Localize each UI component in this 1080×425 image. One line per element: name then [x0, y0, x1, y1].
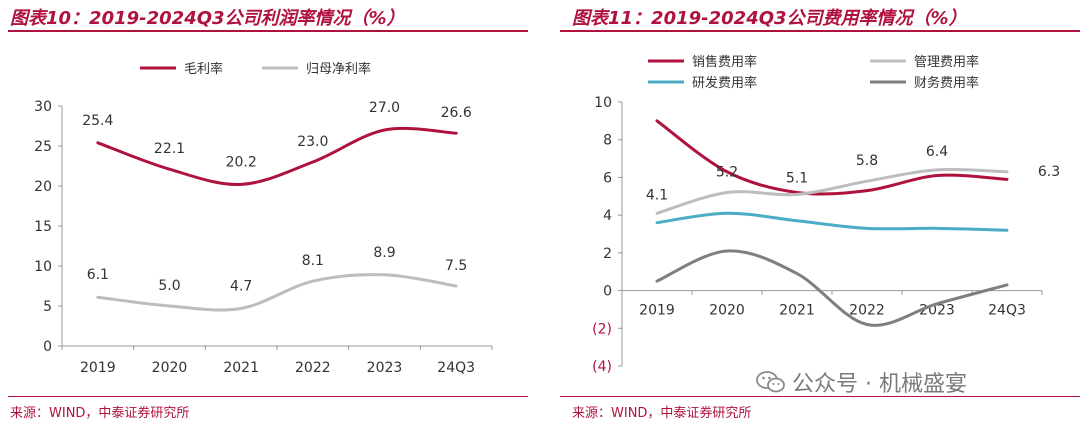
- data-label: 25.4: [82, 113, 113, 129]
- chart-panel-profit-margin: 图表10：2019-2024Q3公司利润率情况（%） 0 5 10 15 20 25 30 2…: [0, 0, 528, 425]
- y-tick-label: 2: [603, 246, 612, 262]
- data-label: 22.1: [154, 141, 185, 157]
- data-label: 6.1: [87, 267, 109, 283]
- series-line: [655, 211, 1009, 232]
- title-rule: [560, 30, 1080, 32]
- series-line: [655, 119, 1009, 196]
- y-tick-label: 8: [603, 133, 612, 149]
- data-label: 6.4: [926, 144, 948, 160]
- y-tick-label: 30: [34, 99, 52, 115]
- series-line: [96, 273, 458, 312]
- y-tick-label: 0: [603, 284, 612, 300]
- data-label: 20.2: [226, 154, 257, 170]
- x-tick-label: 24Q3: [988, 303, 1026, 319]
- y-tick-label: 15: [34, 219, 52, 235]
- data-label: 26.6: [441, 105, 472, 121]
- source-rule: [8, 396, 528, 397]
- series-line: [655, 249, 1009, 327]
- x-tick-label: 24Q3: [437, 360, 475, 376]
- data-label: 5.8: [856, 153, 878, 169]
- source-note: 来源：WIND，中泰证券研究所: [572, 406, 752, 421]
- y-tick-label: (4): [592, 359, 612, 375]
- series-line: [96, 126, 458, 186]
- x-tick-label: 2020: [709, 303, 745, 319]
- x-tick-label: 2020: [152, 360, 188, 376]
- data-label: 23.0: [297, 134, 328, 150]
- legend-label: 财务费用率: [914, 75, 979, 91]
- data-label: 8.1: [302, 253, 324, 269]
- source-note: 来源：WIND，中泰证券研究所: [10, 406, 190, 421]
- data-label: 7.5: [445, 258, 467, 274]
- watermark-text: 公众号 · 机械盛宴: [792, 372, 967, 397]
- data-label: 5.0: [158, 278, 180, 294]
- x-tick-label: 2021: [779, 303, 815, 319]
- source-rule: [560, 396, 1080, 397]
- legend-label: 管理费用率: [914, 54, 979, 70]
- chart-title: 图表11：2019-2024Q3公司费用率情况（%）: [572, 8, 967, 29]
- series-line: [655, 167, 1009, 215]
- legend-label: 归母净利率: [306, 61, 371, 77]
- data-label: 5.1: [786, 170, 808, 186]
- y-tick-label: 6: [603, 170, 612, 186]
- data-label: 4.7: [230, 278, 252, 294]
- watermark: 公众号 · 机械盛宴: [756, 366, 967, 398]
- y-tick-label: 0: [43, 339, 52, 355]
- y-tick-label: 25: [34, 139, 52, 155]
- data-label: 6.3: [1038, 164, 1060, 180]
- y-tick-label: (2): [592, 321, 612, 337]
- legend-label: 研发费用率: [692, 75, 757, 91]
- y-tick-label: 4: [603, 208, 612, 224]
- title-rule: [8, 30, 528, 32]
- x-tick-label: 2022: [295, 360, 331, 376]
- profit-margin-chart: 0 5 10 15 20 25 30 2019 2020 2021 2022 2023 24Q3 25.4…: [34, 61, 493, 376]
- x-tick-label: 2021: [223, 360, 259, 376]
- x-tick-label: 2023: [367, 360, 403, 376]
- y-tick-label: 20: [34, 179, 52, 195]
- data-label: 4.1: [646, 187, 668, 203]
- x-tick-label: 2022: [849, 303, 885, 319]
- y-tick-label: 10: [34, 259, 52, 275]
- chart-panel-expense-ratio: 图表11：2019-2024Q3公司费用率情况（%） (4) (2) 0 2 4 6 8 10…: [552, 0, 1080, 425]
- data-label: 8.9: [373, 245, 395, 261]
- y-tick-label: 10: [594, 95, 612, 111]
- data-label: 27.0: [369, 100, 400, 116]
- legend-label: 销售费用率: [692, 54, 757, 70]
- x-tick-label: 2019: [639, 303, 675, 319]
- y-tick-label: 5: [43, 299, 52, 315]
- wechat-icon: [756, 371, 785, 393]
- x-tick-label: 2019: [80, 360, 116, 376]
- data-label: 5.2: [716, 165, 738, 181]
- legend-label: 毛利率: [184, 61, 223, 77]
- chart-title: 图表10：2019-2024Q3公司利润率情况（%）: [10, 8, 405, 29]
